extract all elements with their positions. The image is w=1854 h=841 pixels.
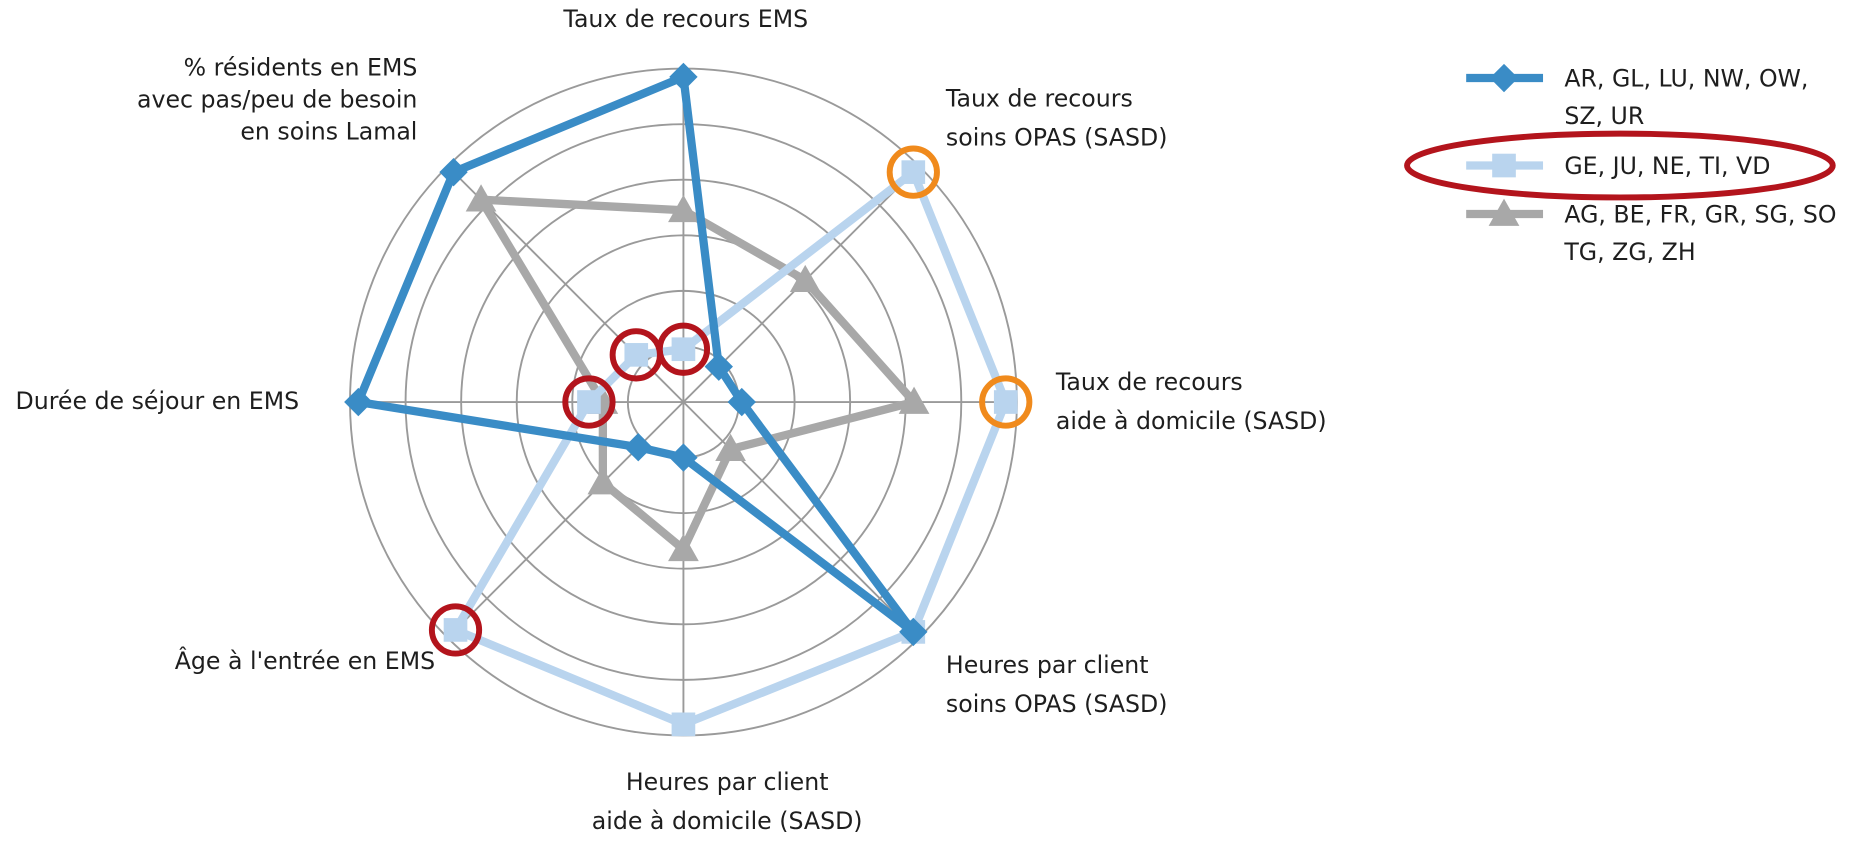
highlight-circle (979, 375, 1033, 429)
triangle-marker (668, 533, 699, 562)
axis-label: Heures par client soins OPAS (SASD) (945, 650, 1168, 718)
triangle-marker (898, 386, 930, 414)
square-marker (671, 712, 696, 737)
highlight-circle (886, 145, 940, 199)
axis-label: Taux de recours EMS (563, 4, 809, 34)
diamond-marker (669, 443, 698, 472)
triangle-marker (465, 184, 497, 212)
axis-label: Durée de séjour en EMS (15, 386, 300, 416)
spoke (682, 401, 920, 639)
square-marker (624, 343, 649, 367)
triangle-marker (668, 194, 699, 223)
diamond-marker (704, 352, 733, 381)
highlight-circle (609, 328, 663, 382)
square-marker (993, 390, 1018, 414)
legend-label: AG, BE, FR, GR, SG, SO TG, ZG, ZH (1564, 199, 1837, 267)
square-marker (901, 160, 926, 184)
diamond-marker (669, 62, 698, 92)
diamond-marker (1489, 63, 1519, 93)
triangle-marker (1488, 198, 1520, 226)
axis-label: Taux de recours aide à domicile (SASD) (1055, 367, 1327, 436)
axis-label: Taux de recours soins OPAS (SASD) (945, 83, 1168, 152)
axis-label: Âge à l'entrée en EMS (174, 646, 436, 676)
square-marker (1492, 153, 1516, 178)
square-marker (443, 618, 468, 642)
triangle-marker (715, 433, 746, 461)
axis-label: Heures par client aide à domicile (SASD) (591, 767, 863, 835)
triangle-marker (789, 264, 821, 293)
legend-highlight (1404, 130, 1836, 201)
axis-label: % résidents en EMS avec pas/peu de besoi… (136, 53, 418, 146)
diamond-marker (344, 387, 373, 417)
legend-label: AR, GL, LU, NW, OW, SZ, UR (1564, 63, 1809, 131)
highlight-circle (562, 375, 616, 429)
square-marker (671, 337, 696, 362)
triangle-marker (587, 467, 619, 495)
highlight-circle (428, 603, 483, 657)
square-marker (577, 390, 601, 414)
legend-label: GE, JU, NE, TI, VD (1564, 151, 1771, 180)
